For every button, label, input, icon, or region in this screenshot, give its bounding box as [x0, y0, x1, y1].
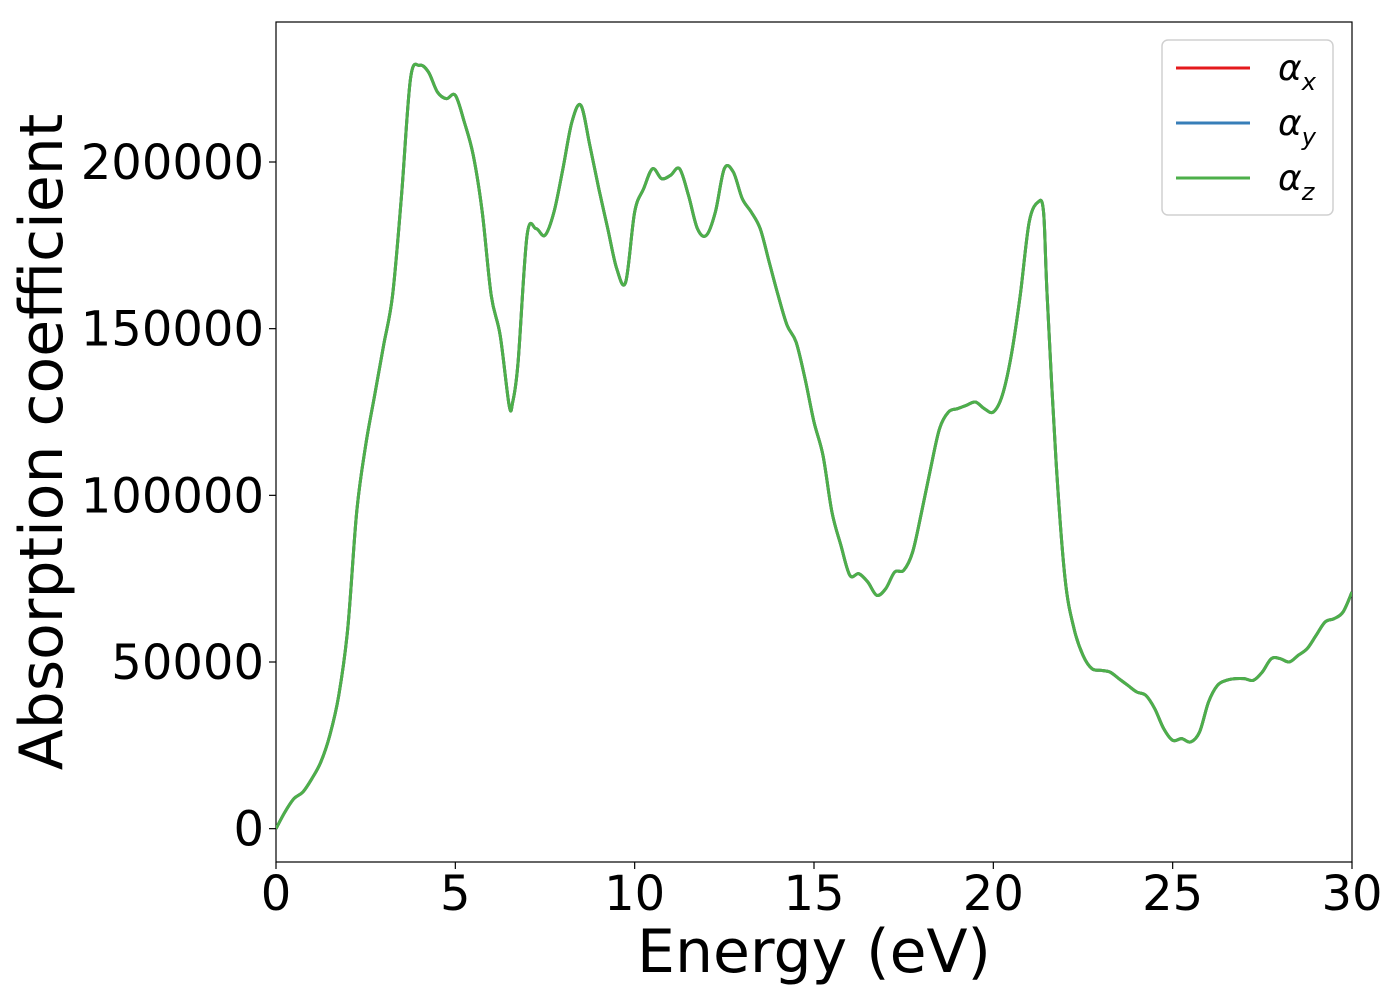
legend-label-y: αy: [1278, 103, 1317, 151]
x-tick-label: 15: [783, 866, 844, 922]
y-axis-title: Absorption coefficient: [7, 114, 77, 771]
x-tick-label: 30: [1321, 866, 1382, 922]
x-tick-label: 10: [604, 866, 665, 922]
series-lines: [276, 62, 1352, 830]
x-tick-label: 0: [261, 866, 292, 922]
legend-box: [1161, 39, 1334, 216]
x-tick-label: 25: [1142, 866, 1203, 922]
y-tick-label: 150000: [81, 302, 264, 358]
y-axis-ticks: 0 50000 100000 150000 200000: [81, 135, 276, 858]
y-tick-label: 50000: [111, 635, 264, 691]
series-line-z: [276, 62, 1352, 830]
x-axis-ticks: 0 5 10 15 20 25 30: [261, 862, 1383, 922]
y-tick-label: 200000: [81, 135, 264, 191]
legend-label-x: αx: [1278, 48, 1317, 96]
y-tick-label: 0: [233, 802, 264, 858]
y-tick-label: 100000: [81, 468, 264, 524]
x-tick-label: 5: [440, 866, 471, 922]
legend-label-z: αz: [1278, 158, 1316, 206]
x-axis-title: Energy (eV): [637, 917, 991, 987]
x-tick-label: 20: [963, 866, 1024, 922]
legend: αx αy αz: [1161, 39, 1334, 216]
